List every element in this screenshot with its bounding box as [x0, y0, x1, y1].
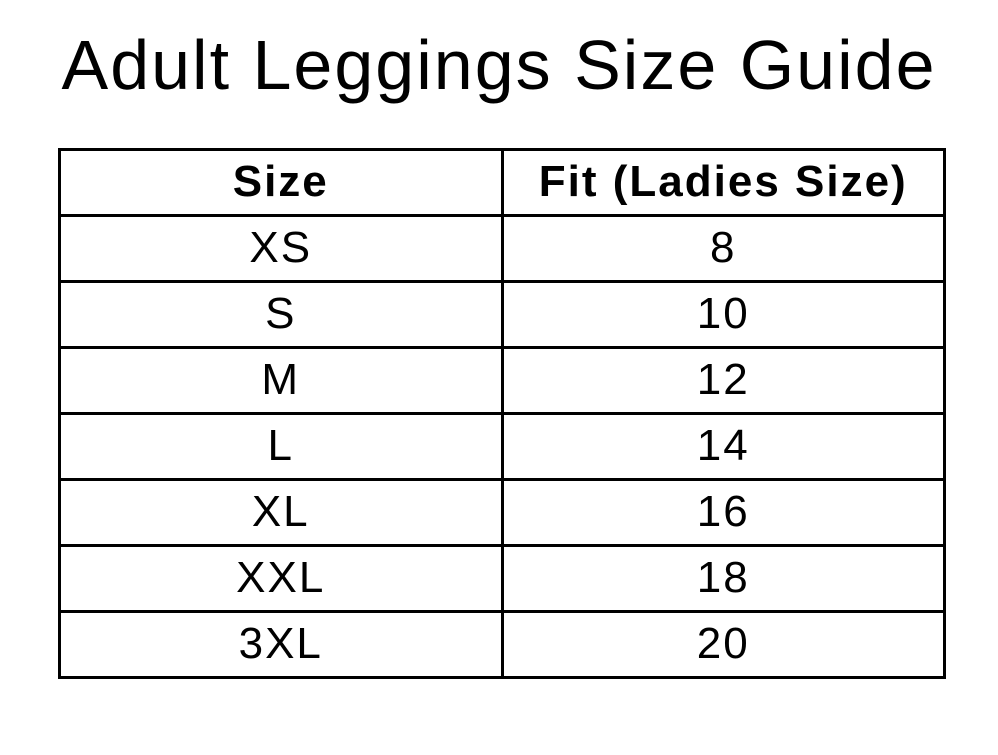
page-title: Adult Leggings Size Guide [61, 26, 937, 104]
fit-cell: 8 [500, 213, 946, 283]
table-row: XL 16 [58, 477, 946, 547]
table-row: L 14 [58, 411, 946, 481]
fit-cell: 12 [500, 345, 946, 415]
size-cell: XS [58, 213, 504, 283]
fit-cell: 16 [500, 477, 946, 547]
table-row: M 12 [58, 345, 946, 415]
table-row: S 10 [58, 279, 946, 349]
size-cell: M [58, 345, 504, 415]
fit-cell: 10 [500, 279, 946, 349]
size-guide-table: Size Fit (Ladies Size) XS 8 S 10 M 12 L … [58, 147, 946, 679]
size-cell: S [58, 279, 504, 349]
size-cell: L [58, 411, 504, 481]
column-header-fit: Fit (Ladies Size) [500, 147, 946, 217]
column-header-size: Size [58, 147, 504, 217]
page: { "title": "Adult Leggings Size Guide", … [0, 22, 998, 755]
table-row: 3XL 20 [58, 609, 946, 679]
fit-cell: 18 [500, 543, 946, 613]
fit-cell: 14 [500, 411, 946, 481]
size-cell: XL [58, 477, 504, 547]
table-row: XXL 18 [58, 543, 946, 613]
size-cell: 3XL [58, 609, 504, 679]
header-row: Size Fit (Ladies Size) [58, 147, 946, 217]
table-row: XS 8 [58, 213, 946, 283]
fit-cell: 20 [500, 609, 946, 679]
size-cell: XXL [58, 543, 504, 613]
